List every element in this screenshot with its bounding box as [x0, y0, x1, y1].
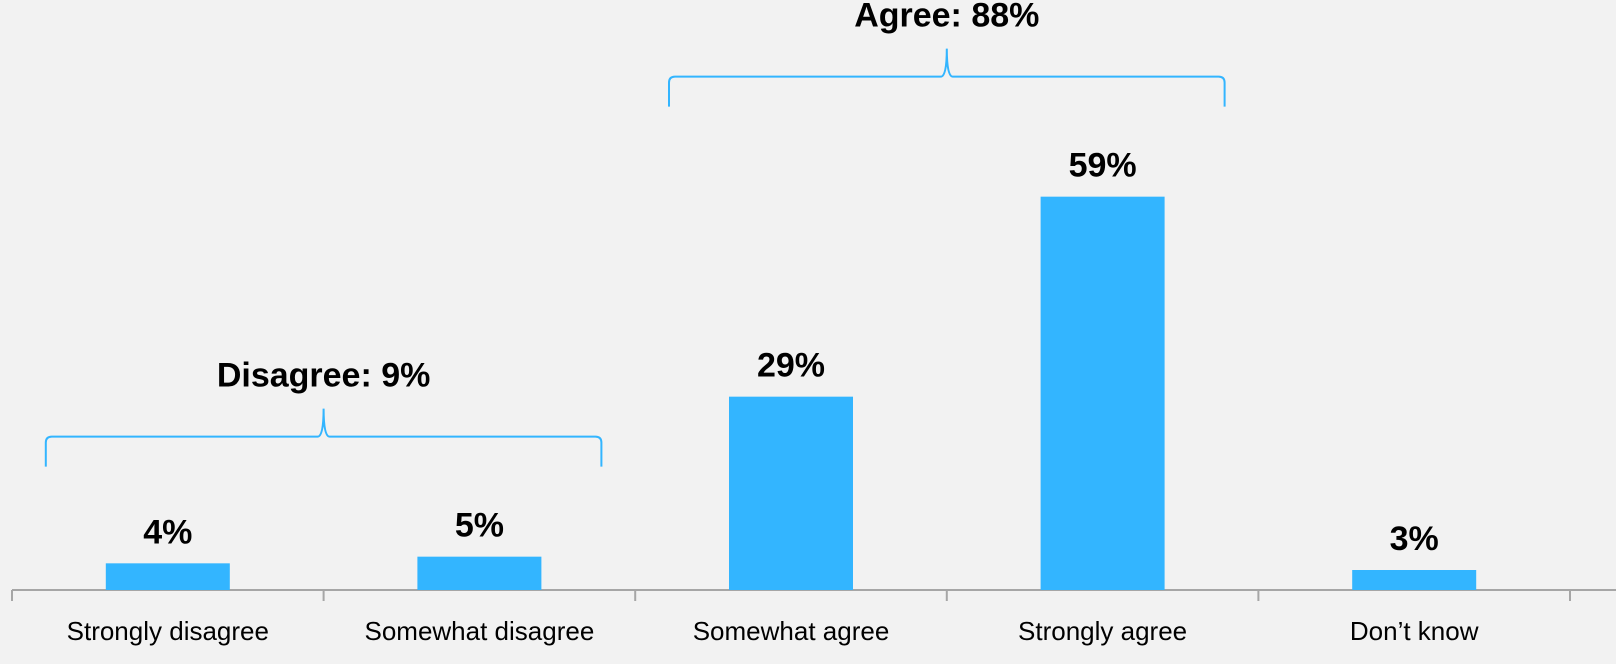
x-tick-label-2: Somewhat disagree: [364, 616, 594, 646]
x-tick-label-5: Don’t know: [1350, 616, 1479, 646]
category-labels: Strongly disagree Somewhat disagree Somewh…: [67, 616, 1479, 646]
x-axis: [11, 589, 1616, 601]
group-brackets: Disagree: 9% Agree: 88%: [44, 0, 1226, 467]
group-label-2: Agree: 88%: [854, 0, 1039, 35]
group-label-1: Disagree: 9%: [217, 357, 431, 395]
group-bracket-2: [668, 48, 1226, 107]
group-bracket-1: [44, 408, 603, 467]
data-label-4: 59%: [1069, 147, 1137, 185]
x-tick-label-4: Strongly agree: [1018, 616, 1187, 646]
x-tick-label-3: Somewhat agree: [693, 616, 890, 646]
data-label-1: 4%: [143, 513, 192, 551]
value-labels: 4% 5% 29% 59% 3%: [143, 147, 1439, 558]
bar-4: [1040, 196, 1165, 590]
data-label-2: 5%: [455, 507, 504, 545]
bar-3: [729, 396, 853, 590]
bar-series: [105, 196, 1477, 590]
data-label-5: 3%: [1390, 520, 1439, 558]
bar-2: [417, 556, 542, 590]
x-tick-label-1: Strongly disagree: [67, 616, 269, 646]
bar-5: [1352, 570, 1477, 590]
bar-1: [105, 563, 230, 590]
data-label-3: 29%: [757, 347, 825, 385]
